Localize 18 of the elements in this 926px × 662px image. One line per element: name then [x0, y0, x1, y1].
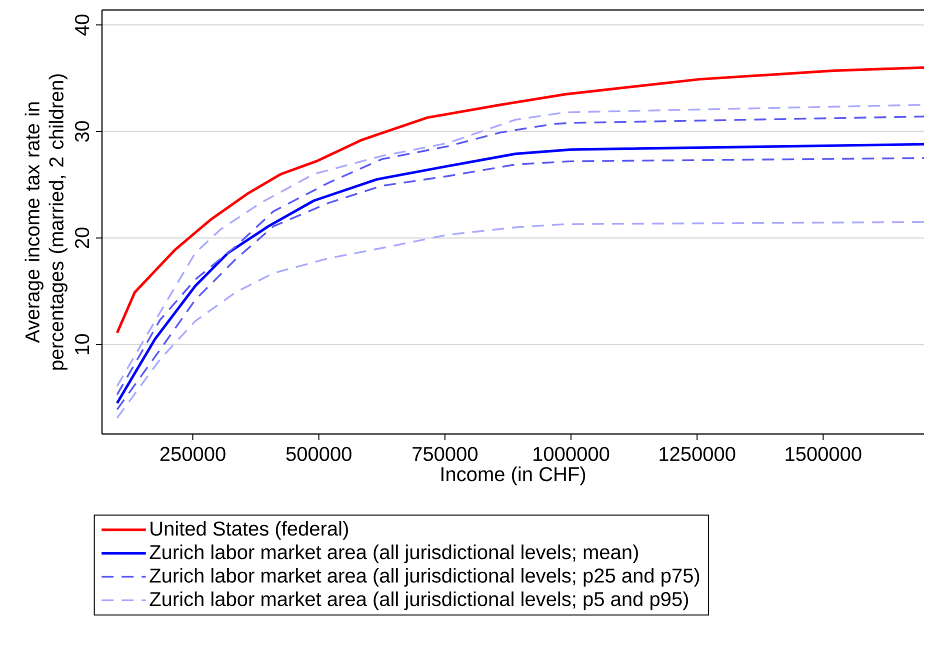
legend-label: United States (federal)	[150, 521, 348, 540]
legend-label: Zurich labor market area (all jurisdictional levels; p5 and p95)	[150, 591, 688, 610]
x-tick-label: 1250000	[660, 446, 736, 462]
y-tick-label: 10	[74, 334, 90, 354]
line-series	[116, 66, 926, 334]
x-tick-label: 750000	[412, 446, 478, 462]
y-tick-label: 40	[74, 14, 90, 36]
legend-label: Zurich labor market area (all jurisdictional levels; p25 and p75)	[150, 568, 700, 587]
x-axis-title: Income (in CHF)	[442, 466, 586, 486]
y-axis-title: Average income tax rate in percentages (married, 2 children)	[24, 74, 68, 370]
x-tick-label: 1500000	[786, 446, 862, 462]
line-series	[116, 221, 925, 419]
x-tick-label: 250000	[160, 446, 226, 462]
x-tick-label: 500000	[286, 446, 352, 462]
y-tick-label: 30	[74, 121, 90, 142]
y-tick-label: 20	[74, 228, 90, 248]
legend-label: Zurich labor market area (all jurisdictional levels; mean)	[150, 544, 638, 564]
x-tick-label: 1000000	[534, 446, 610, 462]
